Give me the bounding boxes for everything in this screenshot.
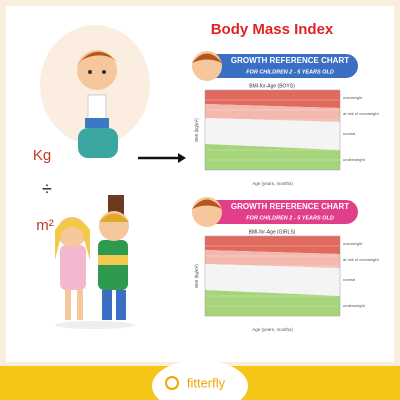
y-axis-label: BMI (kg/m²) [194, 264, 199, 288]
logo-icon [165, 376, 179, 390]
brand: fitterfly [187, 375, 226, 390]
banner-hair [192, 53, 222, 63]
zone-band [205, 118, 340, 150]
zone-band [205, 104, 340, 122]
banner-hair [192, 199, 222, 209]
zone-label: at risk of overweight [343, 111, 379, 116]
banner-title: GROWTH REFERENCE CHART [231, 56, 349, 65]
zone-band [205, 144, 340, 170]
y-axis-label: BMI (kg/m²) [194, 118, 199, 142]
x-axis-label: Age (years, months) [252, 327, 293, 332]
zone-label: underweight [343, 157, 366, 162]
growth-chart: GROWTH REFERENCE CHART FOR CHILDREN 2 - 5… [192, 51, 379, 186]
zone-band [205, 90, 340, 108]
zone-label: at risk of overweight [343, 257, 379, 262]
x-axis-label: Age (years, months) [252, 181, 293, 186]
growth-chart: GROWTH REFERENCE CHART FOR CHILDREN 2 - 5… [192, 197, 379, 332]
plot-frame [204, 235, 341, 317]
zone-label: overweight [343, 95, 363, 100]
logo-badge [152, 360, 248, 400]
plot-frame [204, 89, 341, 171]
operator: ÷ [42, 179, 52, 199]
title: Body Mass Index [211, 21, 334, 38]
banner [200, 54, 358, 78]
chart-title: BMI-for-Age (BOYS) [249, 83, 295, 89]
zone-label: normal [343, 277, 355, 282]
zone-label: normal [343, 131, 355, 136]
zone-label: underweight [343, 303, 366, 308]
denominator: m² [36, 217, 54, 234]
banner [200, 200, 358, 224]
kids-illustration [55, 195, 135, 329]
boy-illustration [40, 25, 150, 158]
zone-band [205, 236, 340, 254]
banner-subtitle: FOR CHILDREN 2 - 5 YEARS OLD [246, 215, 334, 221]
chart-title: BMI-for-Age (GIRLS) [249, 229, 296, 235]
banner-title: GROWTH REFERENCE CHART [231, 202, 349, 211]
zone-band [205, 290, 340, 316]
numerator: Kg [33, 147, 51, 164]
banner-subtitle: FOR CHILDREN 2 - 5 YEARS OLD [246, 69, 334, 75]
zone-band [205, 264, 340, 296]
zone-label: overweight [343, 241, 363, 246]
zone-band [205, 250, 340, 268]
arrow [138, 153, 186, 163]
